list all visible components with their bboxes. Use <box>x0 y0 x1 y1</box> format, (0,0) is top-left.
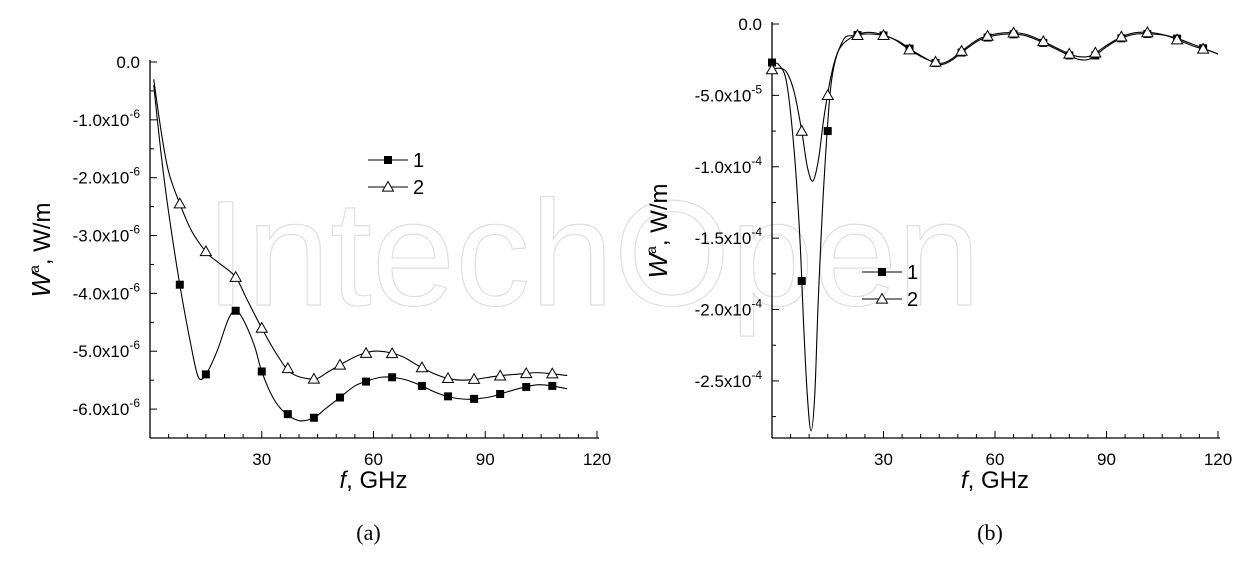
series-2-point-a <box>255 321 269 333</box>
y-tick-label-b: -1.0x10-4 <box>695 154 763 177</box>
series-2-point-a <box>281 361 295 374</box>
watermark-text: IntechOpen <box>205 169 981 337</box>
series-2-point-b <box>1115 30 1128 42</box>
series-2-point-a <box>441 371 455 384</box>
series-1-point-b <box>823 127 832 136</box>
series-2-point-a <box>467 372 481 384</box>
x-tick-label-b: 60 <box>986 450 1005 469</box>
series-2-point-a <box>229 270 243 282</box>
series-1-point-a <box>175 280 184 289</box>
series-2-point-a <box>545 367 559 379</box>
y-axis-title-a: Wa, W/m <box>26 203 56 298</box>
panel-label-a: (a) <box>356 520 380 545</box>
series-2-point-a <box>359 346 373 358</box>
series-2-point-a <box>307 372 321 384</box>
series-2-point-a <box>493 369 507 381</box>
y-tick-label-a: -3.0x10-6 <box>73 223 141 246</box>
series-1-point-a <box>201 370 210 379</box>
series-2-point-b <box>795 124 809 136</box>
series-1-point-a <box>283 410 292 419</box>
series-1-point-a <box>257 367 266 376</box>
y-tick-label-b: -2.0x10-4 <box>695 297 763 320</box>
y-tick-label-b: 0.0 <box>738 15 762 34</box>
series-1-point-a <box>548 381 557 390</box>
series-2-point-a <box>173 197 187 209</box>
x-tick-label-a: 30 <box>252 450 271 469</box>
y-tick-label-b: -2.5x10-4 <box>695 368 763 391</box>
series-1-point-a <box>309 413 318 422</box>
series-2-point-b <box>1062 47 1076 59</box>
legend-label-2-a: 2 <box>413 177 424 199</box>
x-tick-label-b: 30 <box>874 450 893 469</box>
series-2-point-b <box>1088 46 1102 58</box>
legend-marker-2-a <box>381 180 395 192</box>
chart-panel-b: 30 60 90 120 0.0 -5.0x10-5 -1.0x10-4 -1.5x10-4 -… <box>643 15 1232 545</box>
series-2-point-b <box>851 28 864 41</box>
series-2-line-b <box>771 31 1219 182</box>
y-tick-label-a: -2.0x10-6 <box>73 165 141 188</box>
series-2-point-a <box>415 361 429 373</box>
legend-marker-1-b <box>878 268 886 276</box>
series-2-point-a <box>519 366 533 379</box>
y-axis-title-b: Wa, W/m <box>643 184 673 279</box>
legend-label-2-b: 2 <box>907 289 918 311</box>
series-2-point-b <box>1196 42 1210 54</box>
series-1-point-b <box>797 276 806 285</box>
series-1-point-a <box>444 392 452 401</box>
legend-marker-2-b <box>875 292 889 304</box>
series-2-point-b <box>1170 33 1184 45</box>
series-2-point-a <box>333 358 347 370</box>
series-2-point-b <box>981 29 994 41</box>
series-2-point-b <box>877 28 890 41</box>
x-tick-label-a: 90 <box>476 450 495 469</box>
series-2-point-b <box>821 88 835 101</box>
chart-panel-a: 30 60 90 120 0.0 -1.0x10-6 -2.0x10-6 -3.0x10-6 -… <box>26 53 611 545</box>
series-2-point-a <box>199 244 213 257</box>
legend-marker-1-a <box>384 156 392 164</box>
series-2-point-b <box>1036 34 1050 47</box>
x-tick-label-a: 120 <box>583 450 611 469</box>
series-2-line-a <box>153 79 568 381</box>
x-tick-label-b: 90 <box>1097 450 1116 469</box>
y-tick-label-a: -5.0x10-6 <box>73 338 141 361</box>
y-tick-label-a: -4.0x10-6 <box>73 280 141 303</box>
x-tick-label-a: 60 <box>364 450 383 469</box>
x-tick-label-b: 120 <box>1204 450 1232 469</box>
y-tick-label-a: -6.0x10-6 <box>73 396 141 419</box>
series-1-point-a <box>417 381 426 390</box>
y-tick-label-a: 0.0 <box>116 53 140 72</box>
x-axis-title-a: f, GHz <box>339 467 407 494</box>
series-1-line-a <box>153 85 568 422</box>
series-2-point-a <box>385 347 399 359</box>
series-1-point-a <box>231 306 240 315</box>
series-1-point-a <box>335 393 344 402</box>
series-1-point-a <box>362 377 371 386</box>
series-1-point-a <box>522 382 531 391</box>
series-1-point-a <box>470 394 479 403</box>
panel-label-b: (b) <box>977 520 1003 545</box>
series-2-point-b <box>903 43 916 55</box>
series-2-point-b <box>955 44 968 56</box>
y-tick-label-b: -1.5x10-4 <box>695 225 763 248</box>
legend-label-1-a: 1 <box>413 150 424 172</box>
series-1-point-b <box>768 58 776 67</box>
series-2-point-b <box>1141 26 1154 38</box>
y-tick-label-a: -1.0x10-6 <box>73 107 141 130</box>
series-2-point-b <box>765 63 779 75</box>
series-1-point-a <box>388 373 397 382</box>
series-1-point-a <box>496 390 505 399</box>
legend-label-1-b: 1 <box>907 262 918 284</box>
series-2-point-b <box>929 55 942 67</box>
series-2-point-b <box>1007 26 1020 38</box>
y-tick-label-b: -5.0x10-5 <box>695 82 763 105</box>
x-axis-title-b: f, GHz <box>961 467 1029 494</box>
